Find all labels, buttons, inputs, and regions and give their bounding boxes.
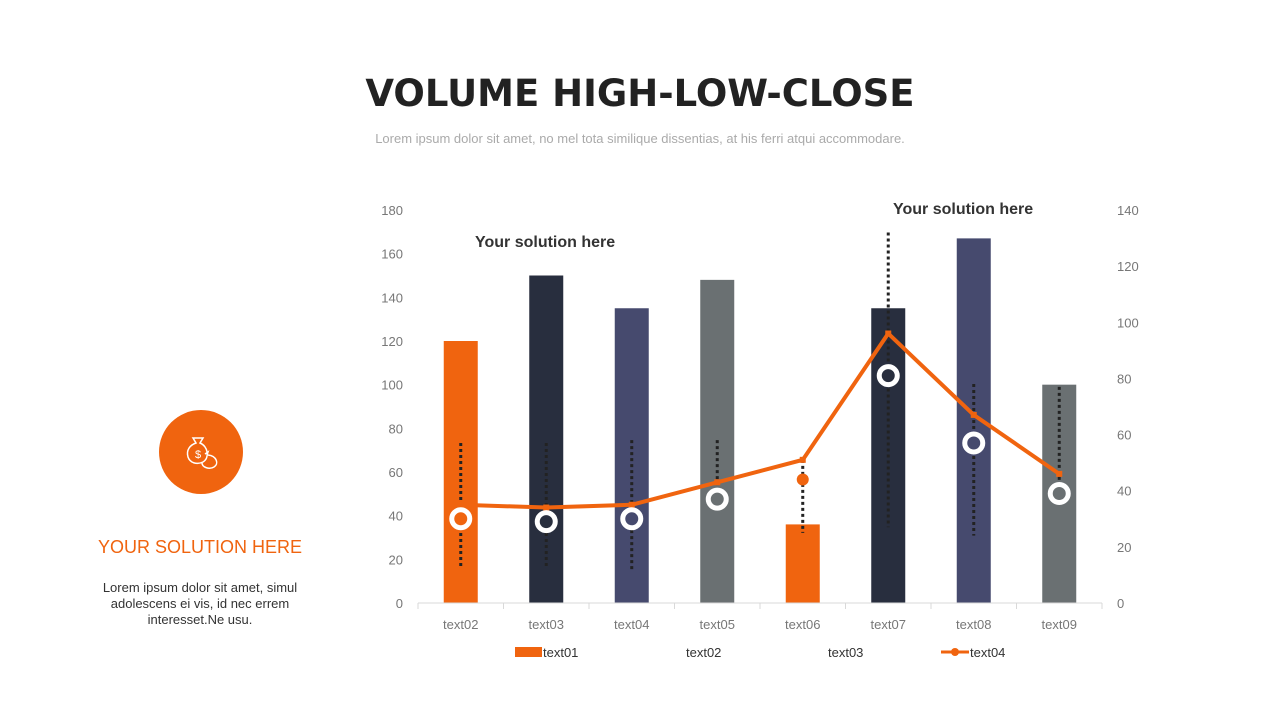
text04-line <box>460 330 1061 510</box>
line-marker <box>457 501 464 508</box>
legend-label: text01 <box>543 645 578 660</box>
line-marker <box>628 501 635 508</box>
category-label: text06 <box>785 617 820 632</box>
legend-label: text04 <box>970 645 1005 660</box>
page-subtitle: Lorem ipsum dolor sit amet, no mel tota … <box>375 131 905 146</box>
annotation-label: Your solution here <box>475 234 615 251</box>
left-tick-label: 120 <box>381 334 403 349</box>
right-tick-label: 100 <box>1117 315 1139 330</box>
annotation-label: Your solution here <box>893 201 1033 218</box>
close-marker <box>534 510 558 534</box>
line-marker <box>799 456 806 463</box>
left-tick-label: 140 <box>381 290 403 305</box>
category-label: text02 <box>443 617 478 632</box>
line-marker <box>970 411 977 418</box>
legend-label: text02 <box>686 645 721 660</box>
right-tick-label: 120 <box>1117 259 1139 274</box>
close-marker <box>796 473 809 486</box>
line-marker <box>885 330 892 337</box>
close-marker <box>1047 482 1071 506</box>
category-label: text05 <box>700 617 735 632</box>
line-marker <box>1056 470 1063 477</box>
legend-label: text03 <box>828 645 863 660</box>
close-marker <box>620 507 644 531</box>
category-label: text07 <box>871 617 906 632</box>
page-title: VOLUME HIGH-LOW-CLOSE <box>365 72 915 115</box>
side-text: Lorem ipsum dolor sit amet, simul adoles… <box>102 580 298 627</box>
money-bag-icon: $ <box>186 437 218 469</box>
left-tick-label: 160 <box>381 247 403 262</box>
side-heading: YOUR SOLUTION HERE <box>97 537 303 557</box>
legend-swatch-text01 <box>515 647 542 657</box>
line-marker <box>543 504 550 511</box>
left-tick-label: 0 <box>396 596 403 611</box>
right-tick-label: 60 <box>1117 428 1131 443</box>
volume-bar <box>529 275 564 603</box>
close-marker <box>876 364 900 388</box>
left-tick-label: 40 <box>389 509 403 524</box>
right-tick-label: 140 <box>1117 203 1139 218</box>
left-tick-label: 20 <box>389 552 403 567</box>
left-tick-label: 80 <box>389 421 403 436</box>
category-label: text04 <box>614 617 649 632</box>
svg-text:$: $ <box>195 449 201 461</box>
right-tick-label: 40 <box>1117 484 1131 499</box>
icon-circle: $ <box>159 410 243 494</box>
volume-bar <box>785 524 820 603</box>
category-label: text09 <box>1042 617 1077 632</box>
line-marker <box>714 479 721 486</box>
left-tick-label: 100 <box>381 378 403 393</box>
category-label: text03 <box>529 617 564 632</box>
right-tick-label: 80 <box>1117 371 1131 386</box>
right-tick-label: 0 <box>1117 596 1124 611</box>
right-tick-label: 20 <box>1117 540 1131 555</box>
close-marker <box>449 507 473 531</box>
left-tick-label: 60 <box>389 465 403 480</box>
volume-bar <box>614 308 649 603</box>
left-tick-label: 180 <box>381 203 403 218</box>
legend-marker-text04 <box>951 648 959 656</box>
category-label: text08 <box>956 617 991 632</box>
close-marker <box>705 487 729 511</box>
close-marker <box>962 431 986 455</box>
